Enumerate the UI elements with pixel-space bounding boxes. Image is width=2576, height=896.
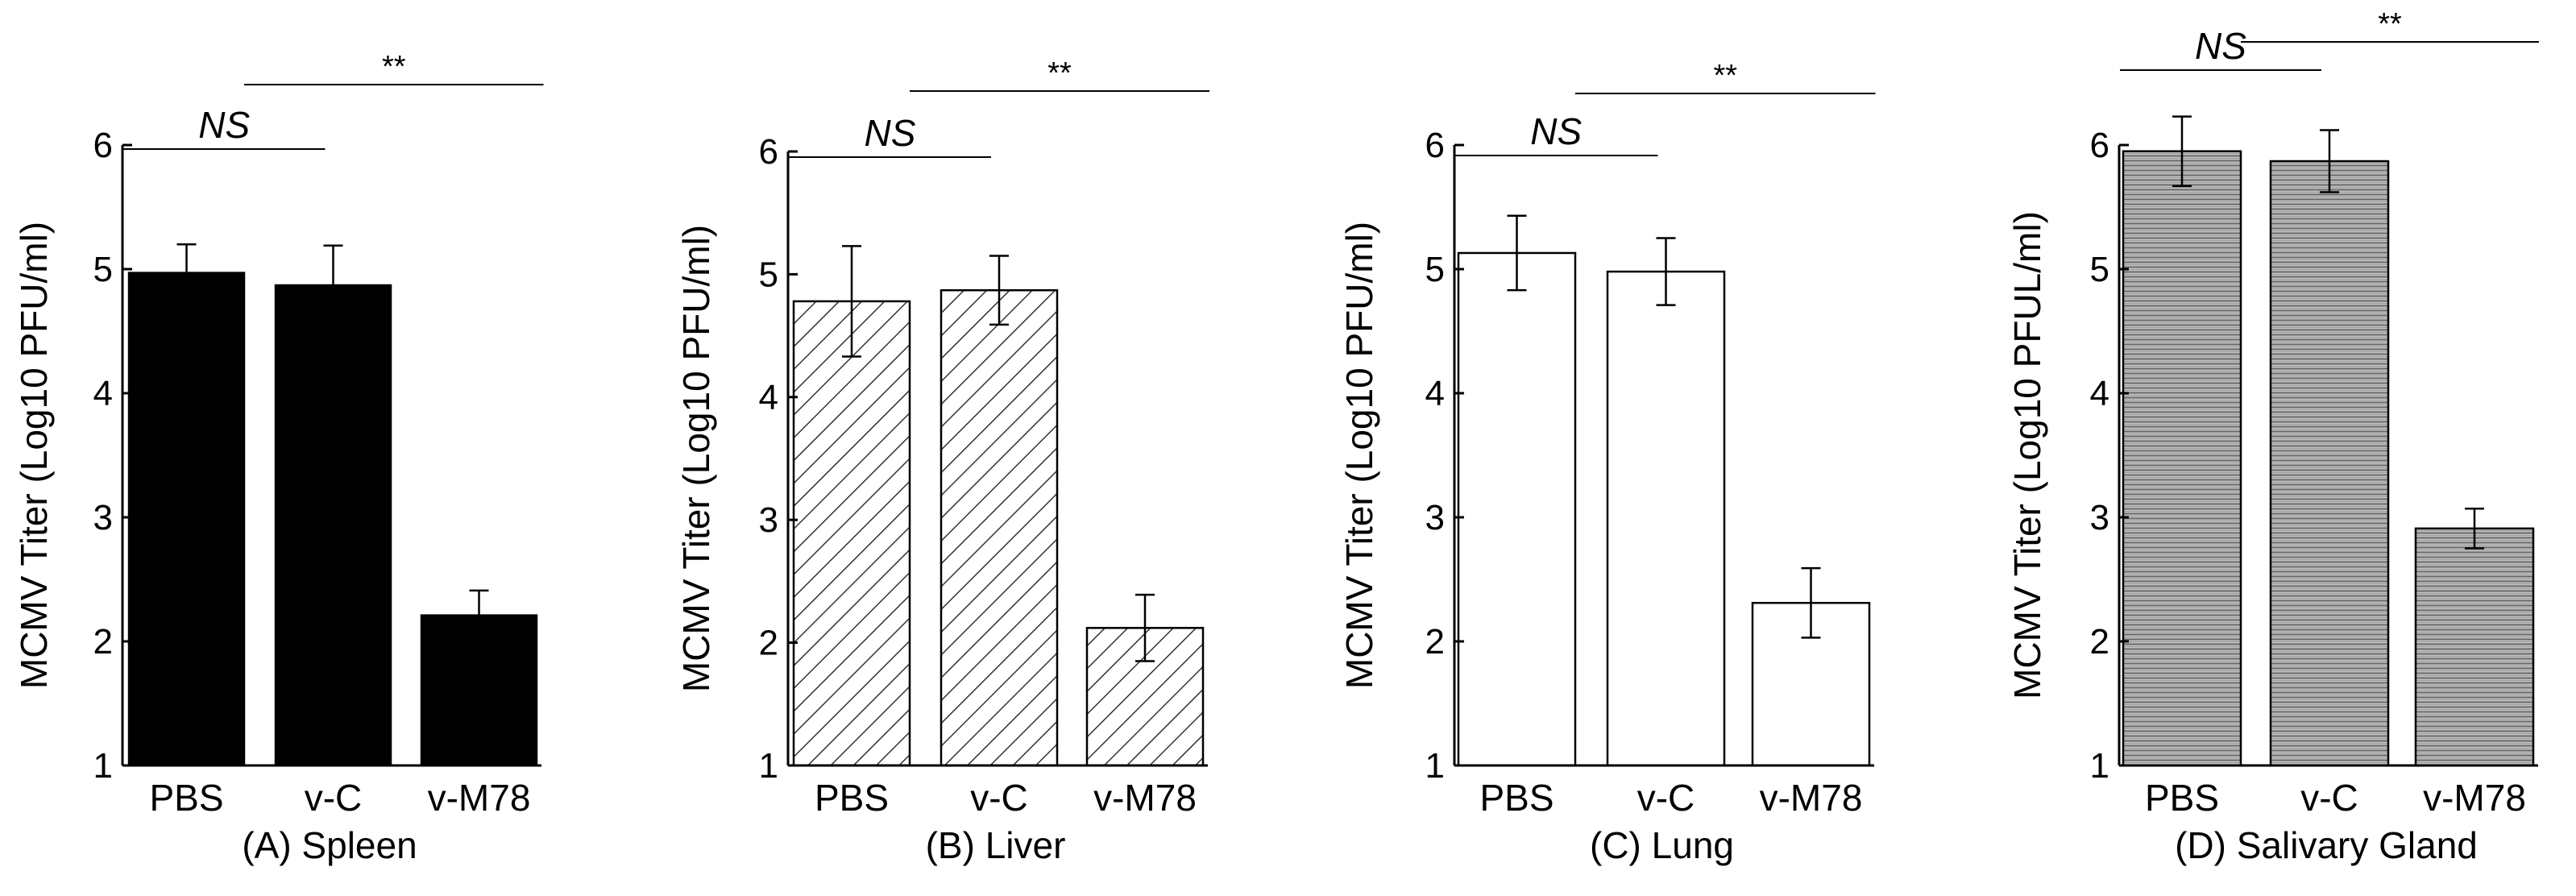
error-bar-v-c [989, 255, 1009, 326]
significance-label: NS [198, 104, 250, 146]
bar-v-c [2269, 160, 2390, 767]
bar-v-c [1606, 270, 1726, 767]
y-tick-label: 2 [93, 622, 113, 662]
error-bar-v-c [2320, 129, 2339, 193]
error-bar-v-m78 [469, 589, 489, 641]
significance-stars: ** [244, 50, 544, 85]
category-label-v-m78: v-M78 [1093, 777, 1197, 819]
y-tick-label: 6 [93, 126, 113, 165]
error-bar-pbs [1507, 214, 1527, 292]
y-tick-label: 4 [93, 374, 113, 413]
y-axis-label: MCMV Titer (Log10 PFU/ml) [13, 222, 55, 689]
y-tick-label: 3 [759, 500, 778, 540]
significance-stars: ** [910, 56, 1209, 92]
error-bar-v-m78 [1135, 593, 1155, 662]
significance-label: ** [1713, 59, 1737, 93]
error-bar-pbs [176, 243, 197, 303]
category-label-pbs: PBS [2145, 777, 2219, 819]
y-tick-label: 1 [93, 746, 113, 786]
y-tick-label: 1 [1425, 746, 1445, 786]
chart-panel-b: 1 2 3 4 5 6 PBS v-C v-M78 (B) Liver MCMV Titer (Lo… [675, 56, 1209, 866]
category-label-v-m78: v-M78 [1760, 777, 1863, 819]
significance-label: NS [1530, 110, 1582, 152]
significance-label: ** [1047, 56, 1072, 90]
significance-label: NS [865, 112, 916, 154]
y-tick-label: 3 [93, 498, 113, 537]
y-tick-label: 3 [2090, 498, 2109, 537]
category-label-v-m78: v-M78 [2423, 777, 2526, 819]
category-label-v-c: v-C [305, 777, 363, 819]
error-bar-v-m78 [2465, 507, 2484, 550]
significance-ns: NS [789, 112, 991, 158]
y-tick-label: 4 [2090, 374, 2109, 413]
error-bar-pbs [842, 245, 861, 358]
y-tick-label: 5 [1425, 250, 1445, 289]
y-tick-label: 6 [1425, 126, 1445, 165]
category-label-v-c: v-C [1637, 777, 1695, 819]
significance-ns: NS [2120, 25, 2321, 71]
y-tick-label: 4 [759, 378, 778, 417]
significance-ns: NS [1454, 110, 1658, 156]
significance-stars: ** [2241, 7, 2539, 43]
category-label-v-c: v-C [2300, 777, 2358, 819]
y-tick-label: 1 [2090, 746, 2109, 786]
bar-v-m78 [2414, 527, 2535, 767]
category-label-pbs: PBS [815, 777, 889, 819]
bar-v-c [274, 284, 392, 767]
error-bar-v-c [1656, 237, 1676, 306]
panel-caption: (B) Liver [926, 824, 1066, 866]
category-label-v-c: v-C [970, 777, 1028, 819]
y-axis-label: MCMV Titer (Log10 PFUL/ml) [2006, 211, 2048, 699]
category-label-v-m78: v-M78 [428, 777, 531, 819]
category-label-pbs: PBS [149, 777, 223, 819]
y-tick-label: 6 [2090, 126, 2109, 165]
significance-label: ** [2378, 7, 2402, 41]
y-tick-label: 2 [2090, 622, 2109, 662]
error-bar-v-m78 [1801, 566, 1821, 639]
y-axis-label: MCMV Titer (Log10 PFU/ml) [675, 225, 717, 692]
significance-ns: NS [123, 104, 326, 150]
y-tick-label: 5 [759, 255, 778, 294]
bar-pbs [792, 300, 911, 767]
significance-label: ** [382, 50, 406, 84]
chart-panel-d: 1 2 3 4 5 6 PBS v-C v-M78 (D) Salivary Gland MCMV … [2006, 7, 2539, 866]
chart-panel-c: 1 2 3 4 5 6 PBS v-C v-M78 (C) Lung MCMV Titer (Log… [1338, 59, 1876, 866]
bar-pbs [1457, 251, 1577, 767]
panel-caption: (C) Lung [1590, 824, 1734, 866]
y-axis-label: MCMV Titer (Log10 PFU/ml) [1338, 222, 1380, 689]
y-tick-label: 6 [759, 132, 778, 172]
bar-v-c [940, 288, 1059, 767]
significance-label: NS [2195, 25, 2246, 67]
y-tick-label: 2 [759, 624, 778, 663]
y-tick-label: 2 [1425, 622, 1445, 662]
y-tick-label: 1 [759, 746, 778, 786]
category-label-pbs: PBS [1479, 777, 1553, 819]
y-tick-label: 5 [2090, 250, 2109, 289]
panel-caption: (D) Salivary Gland [2175, 824, 2478, 866]
y-tick-label: 4 [1425, 374, 1445, 413]
y-tick-label: 3 [1425, 498, 1445, 537]
y-tick-label: 5 [93, 250, 113, 289]
significance-stars: ** [1575, 59, 1876, 94]
error-bar-pbs [2172, 115, 2192, 188]
bar-pbs [2122, 150, 2242, 767]
chart-panel-a: 1 2 3 4 5 6 PBS v-C v-M78 (A) Spleen MCMV Titer (L… [13, 50, 544, 866]
bar-pbs [127, 272, 246, 767]
panel-caption: (A) Spleen [242, 824, 417, 866]
error-bar-v-c [323, 244, 343, 326]
